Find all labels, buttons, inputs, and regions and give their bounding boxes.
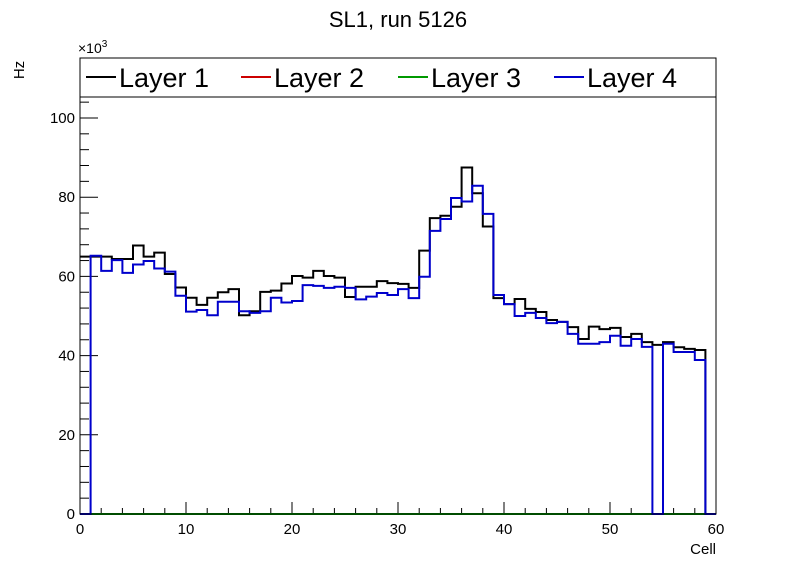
- y-exponent-power: 3: [102, 39, 108, 50]
- y-tick-label: 0: [67, 506, 75, 523]
- legend-label: Layer 1: [119, 63, 209, 93]
- y-tick-label: 80: [58, 189, 75, 206]
- y-tick-label: 20: [58, 427, 75, 444]
- legend-label: Layer 2: [274, 63, 364, 93]
- legend-label: Layer 3: [431, 63, 521, 93]
- x-tick-label: 10: [178, 521, 195, 538]
- chart-title: SL1, run 5126: [329, 7, 467, 32]
- y-tick-label: 40: [58, 348, 75, 365]
- x-tick-label: 40: [496, 521, 513, 538]
- axes: 0 10 20 30 40 50 60 0 20 40 60 80 100: [50, 101, 725, 538]
- y-tick-label: 60: [58, 268, 75, 285]
- legend: Layer 1 Layer 2 Layer 3 Layer 4: [79, 57, 717, 98]
- x-tick-label: 0: [76, 521, 84, 538]
- x-tick-label: 30: [390, 521, 407, 538]
- series-layer-4: [80, 184, 716, 515]
- x-tick-label: 60: [708, 521, 725, 538]
- x-axis-label: Cell: [690, 541, 716, 558]
- x-tick-label: 50: [602, 521, 619, 538]
- legend-label: Layer 4: [587, 63, 677, 93]
- y-tick-label: 100: [50, 110, 75, 127]
- series-layer-1: [80, 166, 716, 515]
- series-group: [80, 166, 716, 515]
- plot-frame: [79, 96, 717, 515]
- y-axis-label: Hz: [11, 61, 28, 79]
- y-exponent-label: ×103: [78, 39, 108, 56]
- x-tick-label: 20: [284, 521, 301, 538]
